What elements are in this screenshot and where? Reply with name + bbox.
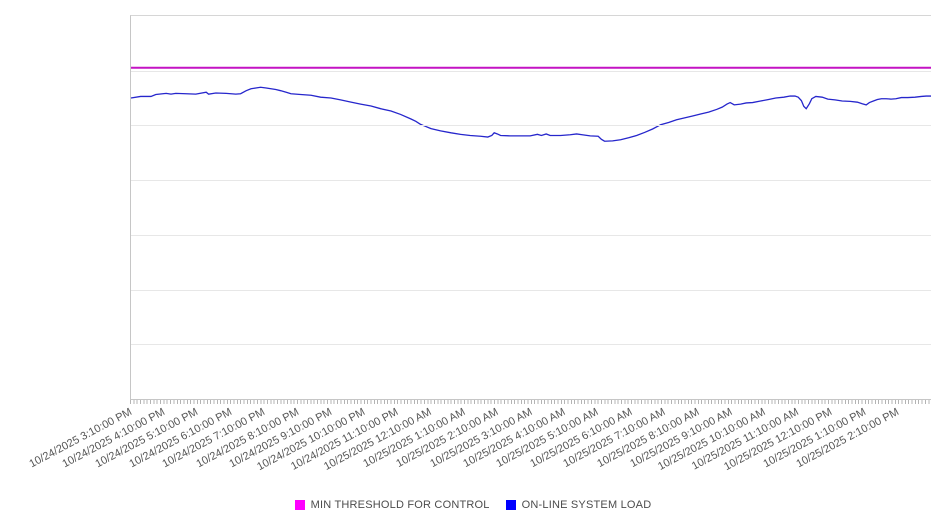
chart-lines [131,16,931,399]
gridline [131,125,931,127]
legend-label: MIN THRESHOLD FOR CONTROL [310,499,490,511]
plot-area [130,15,931,400]
gridline [131,234,931,236]
gridline [131,289,931,291]
legend-item-threshold[interactable]: MIN THRESHOLD FOR CONTROL [294,499,490,511]
gridline [131,180,931,182]
legend-label: ON-LINE SYSTEM LOAD [521,499,652,511]
legend-swatch-icon [294,500,305,510]
load-line [131,87,931,141]
gridline [131,344,931,346]
chart-legend: MIN THRESHOLD FOR CONTROL ON-LINE SYSTEM … [0,497,946,513]
legend-item-system-load[interactable]: ON-LINE SYSTEM LOAD [505,499,652,511]
legend-swatch-icon [505,500,516,510]
gridline [131,70,931,72]
x-axis-minor-ticks [130,400,931,404]
